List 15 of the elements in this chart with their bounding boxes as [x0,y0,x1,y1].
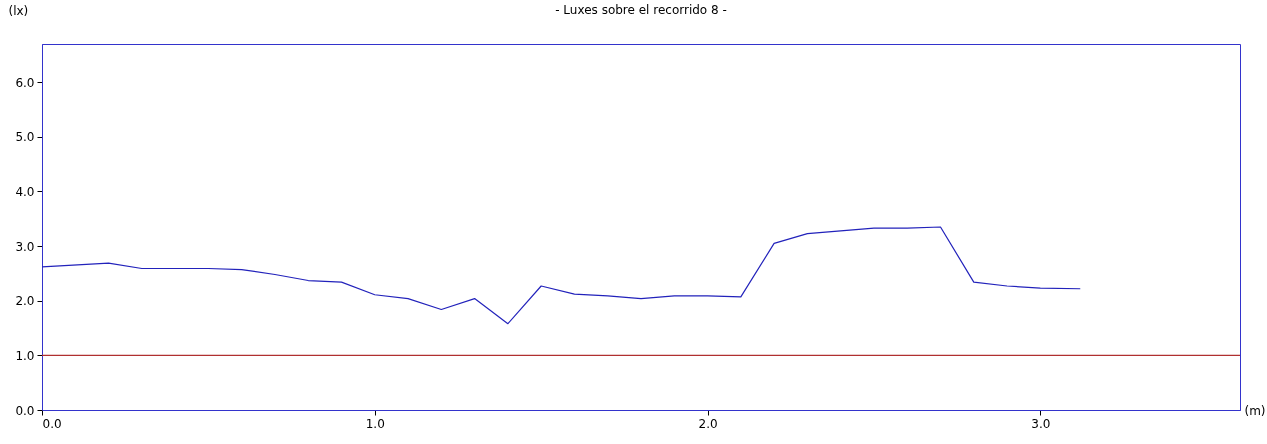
y-axis-title: (lx) [8,3,29,18]
y-tick-label: 5.0 [15,130,35,145]
x-tick-label: 2.0 [698,416,718,431]
chart-title: - Luxes sobre el recorrido 8 - [555,3,727,17]
x-tick-label: 1.0 [365,416,385,431]
line-series [42,226,1081,325]
x-axis-title: (m) [1244,403,1266,418]
y-tick-label: 3.0 [15,239,35,254]
y-tick-label: 1.0 [15,348,35,363]
x-tick-label: 0.0 [42,416,62,431]
y-tick-label: 0.0 [15,403,35,418]
y-tick-label: 4.0 [15,184,35,199]
y-tick-label: 6.0 [15,75,35,90]
y-tick-label: 2.0 [15,294,35,309]
x-tick-label: 3.0 [1031,416,1051,431]
